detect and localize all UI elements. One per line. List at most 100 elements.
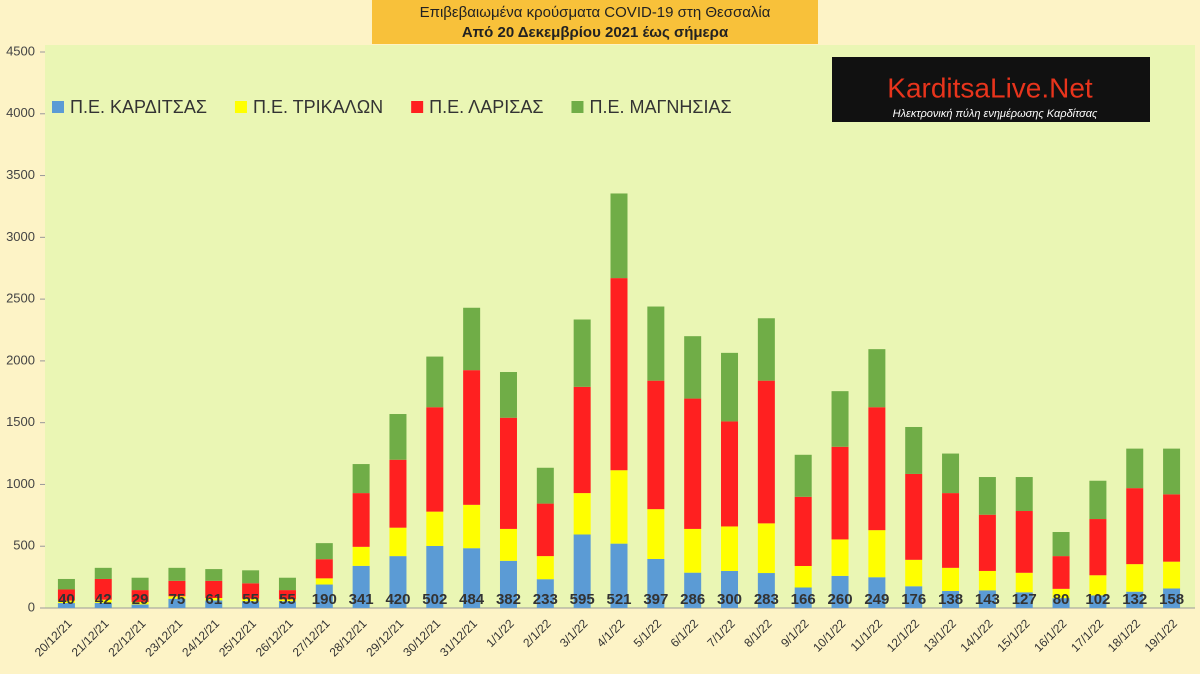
bar-segment bbox=[278, 590, 296, 600]
bar-segment bbox=[1015, 477, 1033, 512]
bar-segment bbox=[1126, 448, 1144, 489]
bar-segment bbox=[794, 454, 812, 497]
y-tick-label: 4500 bbox=[6, 43, 35, 58]
bar-segment bbox=[942, 493, 960, 568]
bar-segment bbox=[1126, 564, 1144, 592]
y-tick-label: 1000 bbox=[6, 476, 35, 491]
data-label: 80 bbox=[1053, 591, 1070, 608]
bar-segment bbox=[721, 352, 739, 422]
bar-segment bbox=[242, 598, 260, 602]
bar-segment bbox=[352, 493, 370, 547]
bar-segment bbox=[536, 556, 554, 580]
bar-segment bbox=[794, 587, 812, 608]
bar-segment bbox=[868, 530, 886, 578]
bar-segment bbox=[168, 567, 186, 581]
data-label: 75 bbox=[169, 591, 186, 608]
data-label: 158 bbox=[1159, 591, 1184, 608]
data-label: 40 bbox=[58, 591, 75, 608]
y-tick-label: 2500 bbox=[6, 291, 35, 306]
bar-segment bbox=[573, 386, 591, 494]
legend-label: Π.Ε. ΛΑΡΙΣΑΣ bbox=[429, 97, 543, 117]
bar-segment bbox=[978, 477, 996, 515]
bar-segment bbox=[242, 601, 260, 608]
legend-swatch bbox=[571, 101, 584, 113]
data-label: 341 bbox=[349, 591, 374, 608]
data-label: 143 bbox=[975, 591, 1000, 608]
data-label: 502 bbox=[422, 591, 447, 608]
bar-segment bbox=[1126, 488, 1144, 565]
bar-segment bbox=[942, 567, 960, 591]
y-tick-label: 0 bbox=[28, 599, 35, 614]
bar-segment bbox=[868, 577, 886, 608]
bar-segment bbox=[905, 559, 923, 587]
data-label: 127 bbox=[1012, 591, 1037, 608]
bar-segment bbox=[1163, 561, 1181, 589]
bar-segment bbox=[389, 556, 407, 608]
bar-segment bbox=[278, 577, 296, 591]
bar-segment bbox=[205, 580, 223, 598]
bar-segment bbox=[463, 370, 481, 505]
logo-name: KarditsaLive.Net bbox=[887, 72, 1093, 103]
bar-segment bbox=[573, 534, 591, 608]
bar-segment bbox=[1089, 595, 1107, 608]
legend-label: Π.Ε. ΜΑΓΝΗΣΙΑΣ bbox=[589, 97, 731, 117]
legend-label: Π.Ε. ΤΡΙΚΑΛΩΝ bbox=[253, 97, 383, 117]
bar-segment bbox=[57, 603, 75, 608]
bar-segment bbox=[647, 380, 665, 510]
bar-segment bbox=[1089, 519, 1107, 576]
bar-segment bbox=[721, 421, 739, 527]
bar-segment bbox=[389, 459, 407, 528]
data-label: 29 bbox=[132, 591, 149, 608]
logo-tagline: Ηλεκτρονική πύλη ενημέρωσης Καρδίτσας bbox=[893, 108, 1098, 120]
bar-segment bbox=[205, 600, 223, 608]
y-tick-label: 1500 bbox=[6, 414, 35, 429]
bar-segment bbox=[757, 523, 775, 574]
bar-segment bbox=[463, 548, 481, 608]
bar-segment bbox=[831, 391, 849, 447]
bar-segment bbox=[1163, 448, 1181, 495]
bar-segment bbox=[610, 470, 628, 544]
bar-segment bbox=[647, 509, 665, 559]
bar-segment bbox=[57, 589, 75, 601]
data-label: 233 bbox=[533, 591, 558, 608]
data-label: 249 bbox=[864, 591, 889, 608]
bar-segment bbox=[352, 565, 370, 608]
data-label: 260 bbox=[828, 591, 853, 608]
bar-segment bbox=[205, 597, 223, 601]
bar-segment bbox=[315, 578, 333, 585]
bar-segment bbox=[131, 577, 149, 591]
data-label: 176 bbox=[901, 591, 926, 608]
data-label: 595 bbox=[570, 591, 595, 608]
logo-box bbox=[832, 57, 1150, 122]
data-label: 382 bbox=[496, 591, 521, 608]
bar-segment bbox=[978, 570, 996, 591]
bar-segment bbox=[684, 528, 702, 573]
bar-segment bbox=[721, 526, 739, 571]
data-label: 283 bbox=[754, 591, 779, 608]
bar-segment bbox=[131, 590, 149, 602]
bar-segment bbox=[1015, 511, 1033, 573]
bar-segment bbox=[978, 514, 996, 571]
bar-segment bbox=[942, 590, 960, 608]
bar-segment bbox=[168, 598, 186, 608]
bar-segment bbox=[57, 578, 75, 590]
bar-segment bbox=[721, 570, 739, 608]
data-label: 55 bbox=[242, 591, 259, 608]
bar-segment bbox=[499, 372, 517, 418]
bar-segment bbox=[426, 511, 444, 546]
bar-segment bbox=[278, 601, 296, 608]
data-label: 166 bbox=[791, 591, 816, 608]
legend-swatch bbox=[52, 101, 64, 113]
bar-segment bbox=[352, 464, 370, 494]
bar-segment bbox=[205, 569, 223, 581]
bar-segment bbox=[131, 601, 149, 605]
bar-segment bbox=[57, 600, 75, 604]
bar-segment bbox=[536, 579, 554, 608]
bar-segment bbox=[868, 407, 886, 531]
bar-segment bbox=[242, 570, 260, 584]
data-label: 42 bbox=[95, 591, 112, 608]
bar-segment bbox=[94, 578, 112, 600]
bar-segment bbox=[757, 380, 775, 524]
